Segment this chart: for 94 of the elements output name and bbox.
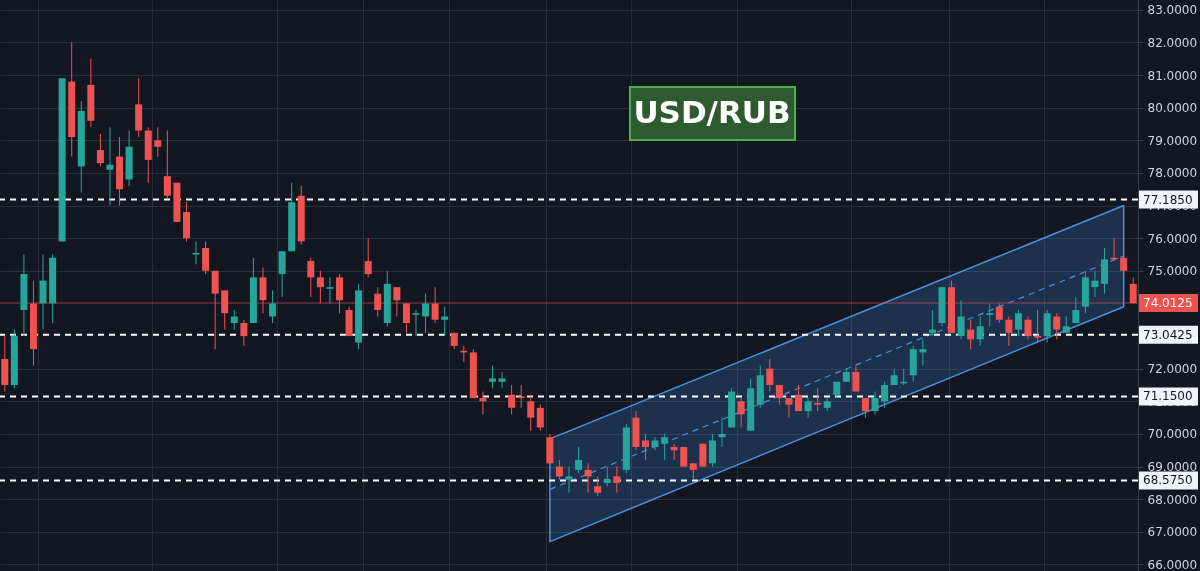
candlestick <box>785 397 793 419</box>
candlestick <box>642 433 649 461</box>
candlestick <box>957 299 965 340</box>
candlestick <box>326 276 334 304</box>
candlestick <box>479 391 487 415</box>
candlestick <box>536 404 544 432</box>
candlestick <box>393 286 401 317</box>
candlestick <box>1005 316 1013 347</box>
candlestick <box>986 302 994 327</box>
candlestick <box>651 436 659 451</box>
candlestick <box>402 302 410 334</box>
candlestick <box>1120 252 1128 282</box>
candlestick <box>814 387 822 412</box>
y-tick-label: 68.0000 <box>1147 492 1198 507</box>
candlestick <box>928 309 936 337</box>
y-tick-label: 69.0000 <box>1147 460 1198 475</box>
candlestick <box>96 133 104 167</box>
y-tick-label: 80.0000 <box>1147 101 1198 116</box>
candlestick <box>422 293 430 334</box>
candlestick <box>1053 312 1061 340</box>
candlestick <box>431 286 439 324</box>
candlestick <box>852 364 860 393</box>
candlestick <box>594 475 602 497</box>
candlestick <box>718 417 726 448</box>
y-tick-label: 67.0000 <box>1147 525 1198 540</box>
text: USD/RUB <box>633 94 791 130</box>
candlestick <box>737 397 745 428</box>
candlestick <box>527 394 535 432</box>
y-tick-label: 81.0000 <box>1147 68 1198 83</box>
candlestick <box>919 338 927 366</box>
candlestick <box>1034 309 1042 344</box>
candlestick <box>489 364 496 389</box>
ref-line-label: 74.0125 <box>1143 296 1193 311</box>
candlestick <box>881 381 889 409</box>
candlestick <box>364 237 372 278</box>
candlestick <box>804 397 812 419</box>
ref-line-label: 71.1500 <box>1143 389 1193 404</box>
candlestick <box>1129 276 1137 304</box>
candlestick <box>269 289 277 324</box>
candlestick <box>240 319 248 347</box>
candlestick <box>508 384 516 415</box>
candlestick <box>192 240 200 265</box>
y-tick-label: 75.0000 <box>1147 264 1198 279</box>
candlestick <box>230 309 238 331</box>
candlestick <box>995 302 1003 324</box>
y-tick-label: 82.0000 <box>1147 35 1198 50</box>
candlestick <box>154 126 162 158</box>
candlestick <box>708 433 716 468</box>
candlestick <box>584 462 592 494</box>
candlestick <box>775 384 783 406</box>
candlestick <box>163 130 171 200</box>
candlestick <box>221 289 229 331</box>
y-tick-label: 70.0000 <box>1147 427 1198 442</box>
y-tick-label: 78.0000 <box>1147 166 1198 181</box>
candlestick <box>202 240 210 275</box>
y-tick-label: 72.0000 <box>1147 362 1198 377</box>
ref-line-label: 77.1850 <box>1143 192 1193 207</box>
candlestick <box>661 433 669 461</box>
candlestick <box>1091 270 1099 298</box>
candlestick <box>517 384 525 409</box>
candlestick <box>307 257 315 298</box>
candlestick <box>412 309 420 337</box>
ref-line-label: 73.0425 <box>1143 327 1193 342</box>
candlestick <box>603 466 611 487</box>
candlestick <box>565 466 573 494</box>
candlestick <box>795 384 803 412</box>
candlestick <box>39 254 47 331</box>
candlestick <box>1014 309 1022 337</box>
ref-line-label: 68.5750 <box>1143 473 1193 488</box>
candlestick <box>861 397 869 419</box>
y-tick-label: 76.0000 <box>1147 231 1198 246</box>
y-tick-label: 66.0000 <box>1147 557 1198 571</box>
candlestick <box>278 250 286 298</box>
candlestick <box>976 316 984 347</box>
candlestick <box>555 459 563 481</box>
candlestick <box>335 273 343 314</box>
y-tick-label: 83.0000 <box>1147 3 1198 18</box>
candlestick <box>613 466 621 494</box>
candlestick <box>498 371 506 389</box>
candlestick <box>259 267 267 314</box>
candlestick <box>967 319 975 350</box>
candlestick <box>374 286 382 317</box>
candlestick <box>316 270 324 304</box>
candlestick <box>871 391 879 415</box>
candlestick <box>1072 296 1080 324</box>
y-tick-label: 79.0000 <box>1147 133 1198 148</box>
candlestick <box>1043 309 1051 344</box>
candlestick <box>1024 316 1032 340</box>
candlestick <box>766 358 774 393</box>
candlestick <box>575 446 583 474</box>
candlestick <box>106 126 114 207</box>
candlestick <box>680 446 688 468</box>
candlestick <box>211 270 219 350</box>
candlestick <box>441 306 449 337</box>
